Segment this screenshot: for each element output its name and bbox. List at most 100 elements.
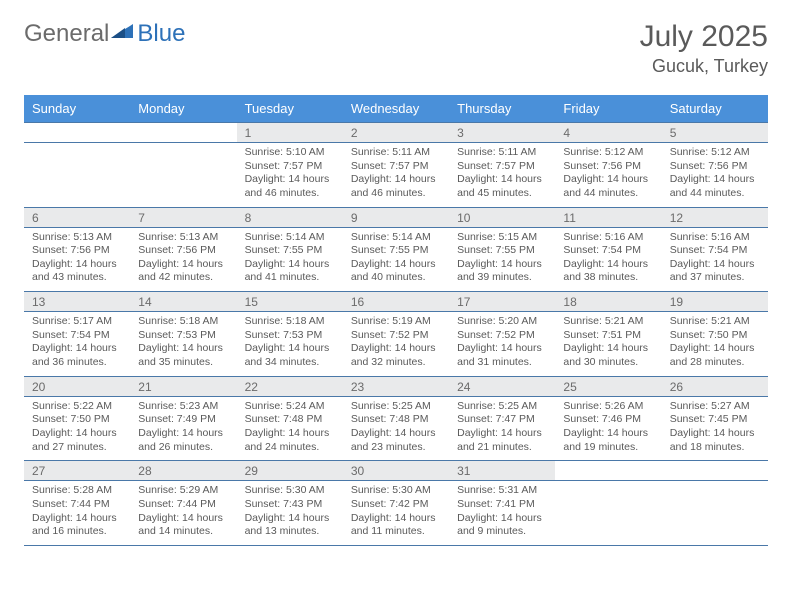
logo-icon	[111, 22, 137, 47]
day-data-cell: Sunrise: 5:25 AMSunset: 7:48 PMDaylight:…	[343, 396, 449, 461]
day-number: 17	[449, 292, 555, 311]
day-number-cell: 7	[130, 207, 236, 227]
day-number: 7	[130, 208, 236, 227]
day-data-cell: Sunrise: 5:13 AMSunset: 7:56 PMDaylight:…	[24, 227, 130, 292]
header: General Blue July 2025 Gucuk, Turkey	[24, 20, 768, 77]
title-block: July 2025 Gucuk, Turkey	[640, 20, 768, 77]
day-number: 31	[449, 461, 555, 480]
day-data-cell: Sunrise: 5:17 AMSunset: 7:54 PMDaylight:…	[24, 312, 130, 377]
day-data: Sunrise: 5:30 AMSunset: 7:42 PMDaylight:…	[343, 481, 449, 545]
day-number-cell: 18	[555, 292, 661, 312]
day-number: 14	[130, 292, 236, 311]
day-number: 8	[237, 208, 343, 227]
day-number: 3	[449, 123, 555, 142]
day-data-cell: Sunrise: 5:30 AMSunset: 7:43 PMDaylight:…	[237, 481, 343, 546]
daydata-row: Sunrise: 5:13 AMSunset: 7:56 PMDaylight:…	[24, 227, 768, 292]
day-data: Sunrise: 5:12 AMSunset: 7:56 PMDaylight:…	[662, 143, 768, 207]
day-data: Sunrise: 5:30 AMSunset: 7:43 PMDaylight:…	[237, 481, 343, 545]
daydata-row: Sunrise: 5:17 AMSunset: 7:54 PMDaylight:…	[24, 312, 768, 377]
day-data: Sunrise: 5:14 AMSunset: 7:55 PMDaylight:…	[237, 228, 343, 292]
day-data: Sunrise: 5:18 AMSunset: 7:53 PMDaylight:…	[130, 312, 236, 376]
daydata-row: Sunrise: 5:10 AMSunset: 7:57 PMDaylight:…	[24, 143, 768, 208]
daynum-row: 20212223242526	[24, 376, 768, 396]
day-data: Sunrise: 5:29 AMSunset: 7:44 PMDaylight:…	[130, 481, 236, 545]
day-data: Sunrise: 5:21 AMSunset: 7:50 PMDaylight:…	[662, 312, 768, 376]
weekday-header-row: Sunday Monday Tuesday Wednesday Thursday…	[24, 95, 768, 123]
day-data-cell: Sunrise: 5:25 AMSunset: 7:47 PMDaylight:…	[449, 396, 555, 461]
day-data: Sunrise: 5:16 AMSunset: 7:54 PMDaylight:…	[555, 228, 661, 292]
day-data-cell: Sunrise: 5:31 AMSunset: 7:41 PMDaylight:…	[449, 481, 555, 546]
day-data-cell: Sunrise: 5:23 AMSunset: 7:49 PMDaylight:…	[130, 396, 236, 461]
day-data: Sunrise: 5:14 AMSunset: 7:55 PMDaylight:…	[343, 228, 449, 292]
day-data: Sunrise: 5:23 AMSunset: 7:49 PMDaylight:…	[130, 397, 236, 461]
weekday-header: Friday	[555, 95, 661, 123]
day-number-cell	[555, 461, 661, 481]
logo-text-left: General	[24, 20, 109, 48]
day-data: Sunrise: 5:13 AMSunset: 7:56 PMDaylight:…	[130, 228, 236, 292]
day-data-cell: Sunrise: 5:29 AMSunset: 7:44 PMDaylight:…	[130, 481, 236, 546]
day-number-cell: 13	[24, 292, 130, 312]
day-data-cell: Sunrise: 5:18 AMSunset: 7:53 PMDaylight:…	[130, 312, 236, 377]
day-number-cell: 26	[662, 376, 768, 396]
day-number-cell: 10	[449, 207, 555, 227]
day-data-cell: Sunrise: 5:21 AMSunset: 7:50 PMDaylight:…	[662, 312, 768, 377]
day-number-cell: 8	[237, 207, 343, 227]
day-number: 26	[662, 377, 768, 396]
day-data: Sunrise: 5:13 AMSunset: 7:56 PMDaylight:…	[24, 228, 130, 292]
day-number-cell: 23	[343, 376, 449, 396]
day-number: 21	[130, 377, 236, 396]
day-number: 18	[555, 292, 661, 311]
calendar-table: Sunday Monday Tuesday Wednesday Thursday…	[24, 95, 768, 546]
day-number: 15	[237, 292, 343, 311]
day-number: 22	[237, 377, 343, 396]
day-number: 30	[343, 461, 449, 480]
weekday-header: Thursday	[449, 95, 555, 123]
logo: General Blue	[24, 20, 185, 48]
day-number: 19	[662, 292, 768, 311]
day-data-cell	[555, 481, 661, 546]
day-data: Sunrise: 5:20 AMSunset: 7:52 PMDaylight:…	[449, 312, 555, 376]
day-data: Sunrise: 5:18 AMSunset: 7:53 PMDaylight:…	[237, 312, 343, 376]
day-data-cell: Sunrise: 5:13 AMSunset: 7:56 PMDaylight:…	[130, 227, 236, 292]
day-data-cell: Sunrise: 5:14 AMSunset: 7:55 PMDaylight:…	[343, 227, 449, 292]
day-number: 9	[343, 208, 449, 227]
day-data-cell: Sunrise: 5:28 AMSunset: 7:44 PMDaylight:…	[24, 481, 130, 546]
calendar-body: 12345 Sunrise: 5:10 AMSunset: 7:57 PMDay…	[24, 123, 768, 546]
day-data: Sunrise: 5:15 AMSunset: 7:55 PMDaylight:…	[449, 228, 555, 292]
day-number-cell: 12	[662, 207, 768, 227]
page: General Blue July 2025 Gucuk, Turkey Sun…	[0, 0, 792, 556]
day-data: Sunrise: 5:21 AMSunset: 7:51 PMDaylight:…	[555, 312, 661, 376]
day-data-cell	[130, 143, 236, 208]
day-number: 6	[24, 208, 130, 227]
day-data: Sunrise: 5:26 AMSunset: 7:46 PMDaylight:…	[555, 397, 661, 461]
day-number-cell: 24	[449, 376, 555, 396]
day-data: Sunrise: 5:31 AMSunset: 7:41 PMDaylight:…	[449, 481, 555, 545]
day-number: 4	[555, 123, 661, 142]
weekday-header: Wednesday	[343, 95, 449, 123]
day-data: Sunrise: 5:12 AMSunset: 7:56 PMDaylight:…	[555, 143, 661, 207]
day-number: 27	[24, 461, 130, 480]
day-data-cell: Sunrise: 5:15 AMSunset: 7:55 PMDaylight:…	[449, 227, 555, 292]
weekday-header: Monday	[130, 95, 236, 123]
day-data-cell	[24, 143, 130, 208]
day-data: Sunrise: 5:16 AMSunset: 7:54 PMDaylight:…	[662, 228, 768, 292]
day-data-cell: Sunrise: 5:22 AMSunset: 7:50 PMDaylight:…	[24, 396, 130, 461]
day-data: Sunrise: 5:17 AMSunset: 7:54 PMDaylight:…	[24, 312, 130, 376]
day-number-cell: 17	[449, 292, 555, 312]
day-number-cell: 16	[343, 292, 449, 312]
day-number: 28	[130, 461, 236, 480]
day-number: 1	[237, 123, 343, 142]
day-number-cell	[662, 461, 768, 481]
location: Gucuk, Turkey	[640, 56, 768, 77]
day-number: 2	[343, 123, 449, 142]
day-number-cell: 9	[343, 207, 449, 227]
day-number: 13	[24, 292, 130, 311]
day-number-cell: 27	[24, 461, 130, 481]
day-data-cell: Sunrise: 5:14 AMSunset: 7:55 PMDaylight:…	[237, 227, 343, 292]
day-data: Sunrise: 5:24 AMSunset: 7:48 PMDaylight:…	[237, 397, 343, 461]
day-number-cell: 20	[24, 376, 130, 396]
day-number-cell: 25	[555, 376, 661, 396]
daydata-row: Sunrise: 5:28 AMSunset: 7:44 PMDaylight:…	[24, 481, 768, 546]
day-number: 25	[555, 377, 661, 396]
day-number: 16	[343, 292, 449, 311]
